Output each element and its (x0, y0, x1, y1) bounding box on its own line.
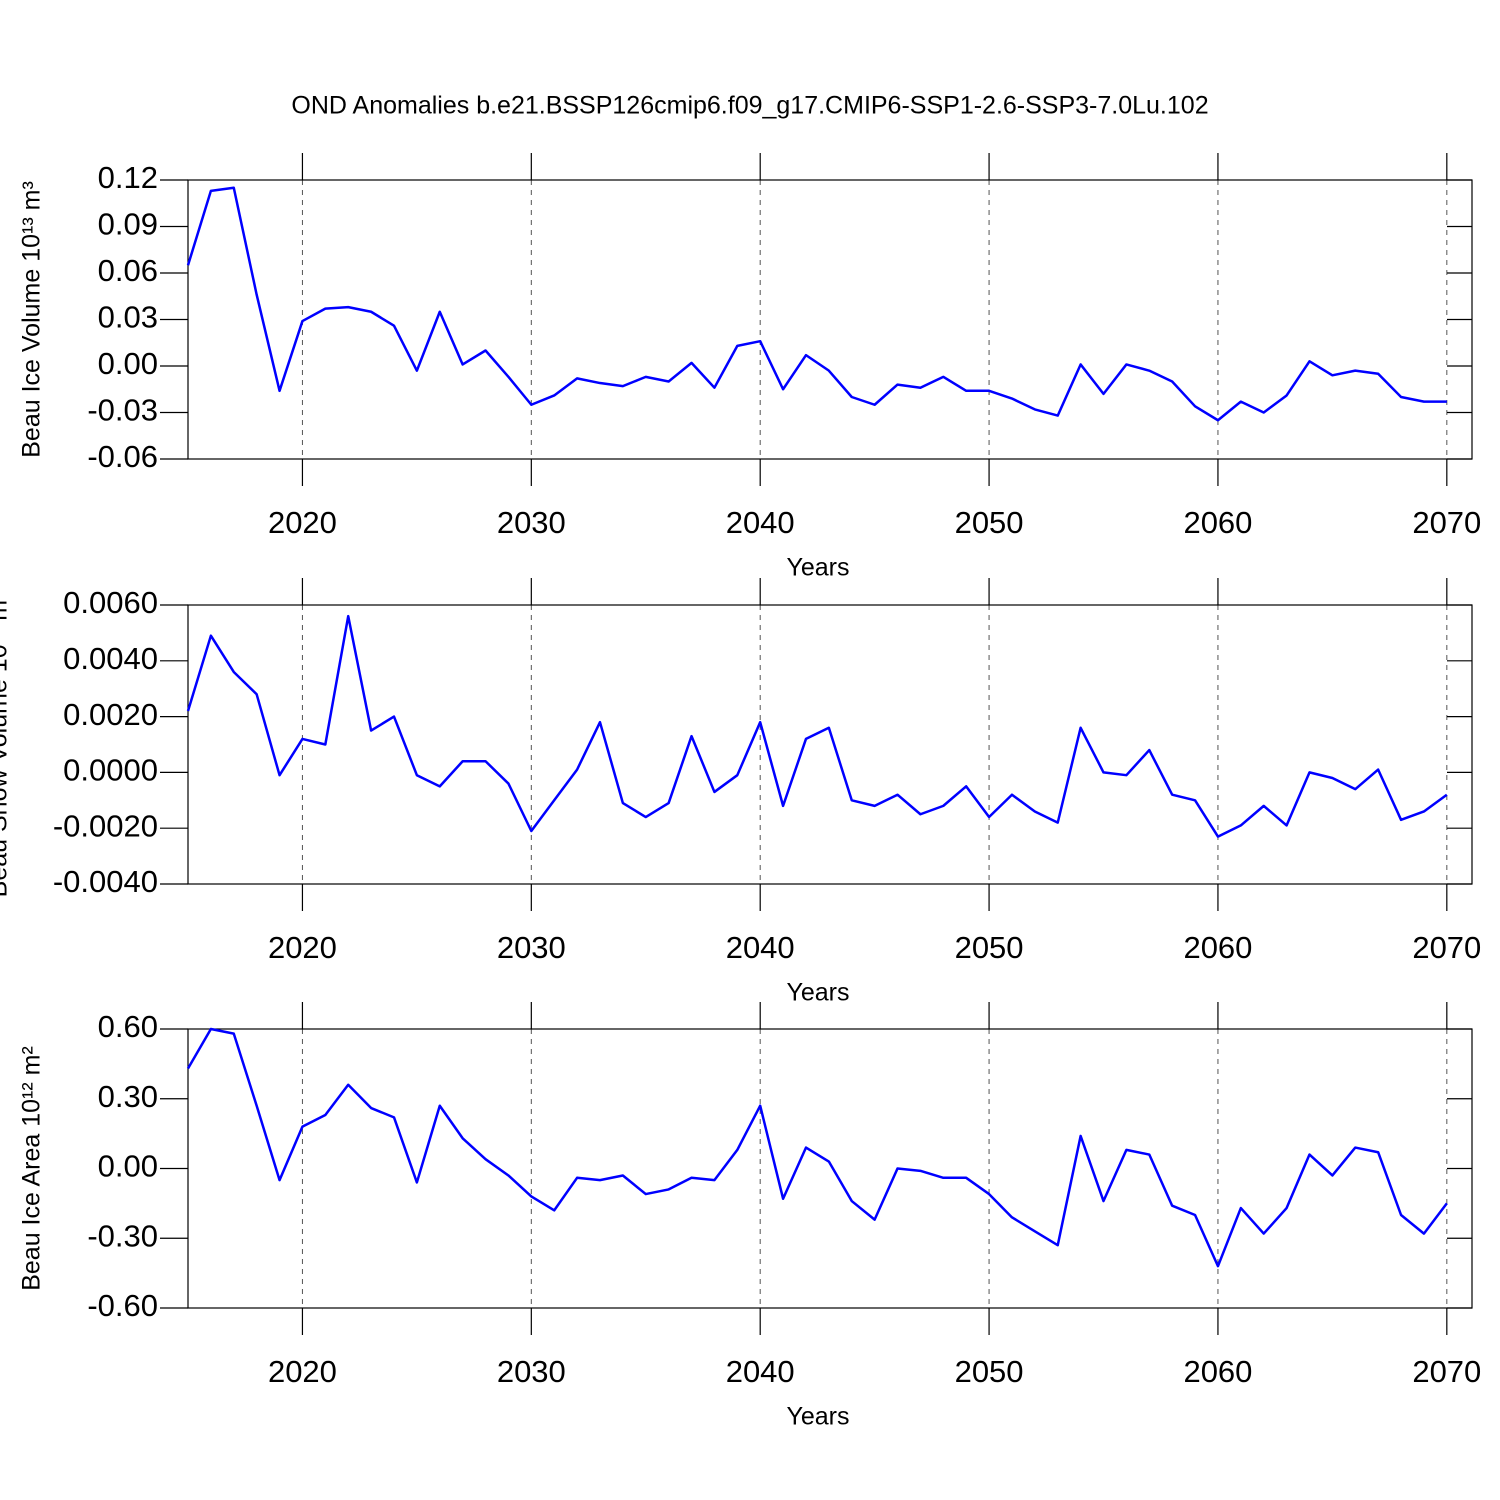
y-tick-label: 0.60 (98, 1009, 158, 1044)
x-tick-label: 2020 (268, 930, 337, 965)
x-tick-label: 2060 (1183, 505, 1252, 540)
y-tick-label: -0.60 (87, 1288, 158, 1323)
x-tick-label: 2030 (497, 1354, 566, 1389)
data-line (186, 186, 1447, 422)
chart-title: OND Anomalies b.e21.BSSP126cmip6.f09_g17… (291, 92, 1208, 120)
y-tick-label: 0.12 (98, 160, 158, 195)
data-line (186, 614, 1448, 838)
x-tick-label: 2020 (268, 1354, 337, 1389)
x-tick-label: 2070 (1412, 505, 1481, 540)
y-tick-label: -0.0020 (53, 808, 158, 843)
y-tick-label: -0.06 (87, 439, 158, 474)
y-tick-label: 0.09 (98, 207, 158, 242)
x-tick-label: 2050 (955, 930, 1024, 965)
y-tick-label: 0.00 (98, 346, 158, 381)
x-tick-label: 2040 (726, 505, 795, 540)
y-tick-label: 0.0020 (63, 697, 158, 732)
x-tick-label: 2020 (268, 505, 337, 540)
y-tick-label: -0.30 (87, 1218, 158, 1253)
plot-frame (187, 1028, 1473, 1309)
y-tick-label: 0.06 (98, 253, 158, 288)
y-tick-label: 0.0000 (63, 753, 158, 788)
y-tick-label: 0.0040 (63, 641, 158, 676)
x-tick-label: 2070 (1412, 1354, 1481, 1389)
x-axis-label: Years (786, 1403, 849, 1431)
x-tick-label: 2040 (726, 1354, 795, 1389)
y-axis-label: Beau Ice Volume 10¹³ m³ (18, 181, 46, 458)
plot-frame (187, 179, 1473, 460)
x-axis-label: Years (786, 979, 849, 1007)
x-tick-label: 2030 (497, 505, 566, 540)
y-tick-label: -0.0040 (53, 864, 158, 899)
y-tick-label: 0.03 (98, 300, 158, 335)
plot-frame (187, 604, 1473, 885)
x-tick-label: 2040 (726, 930, 795, 965)
x-tick-label: 2030 (497, 930, 566, 965)
x-tick-label: 2050 (955, 1354, 1024, 1389)
y-tick-label: 0.00 (98, 1149, 158, 1184)
x-axis-label: Years (786, 554, 849, 582)
y-axis-label: Beau Snow Volume 10¹³ m³ (0, 592, 13, 898)
y-axis-label: Beau Ice Area 10¹² m² (18, 1046, 46, 1291)
y-tick-label: 0.30 (98, 1079, 158, 1114)
x-tick-label: 2060 (1183, 1354, 1252, 1389)
x-tick-label: 2050 (955, 505, 1024, 540)
y-tick-label: -0.03 (87, 393, 158, 428)
data-line (186, 1027, 1448, 1268)
y-tick-label: 0.0060 (63, 585, 158, 620)
x-tick-label: 2060 (1183, 930, 1252, 965)
x-tick-label: 2070 (1412, 930, 1481, 965)
